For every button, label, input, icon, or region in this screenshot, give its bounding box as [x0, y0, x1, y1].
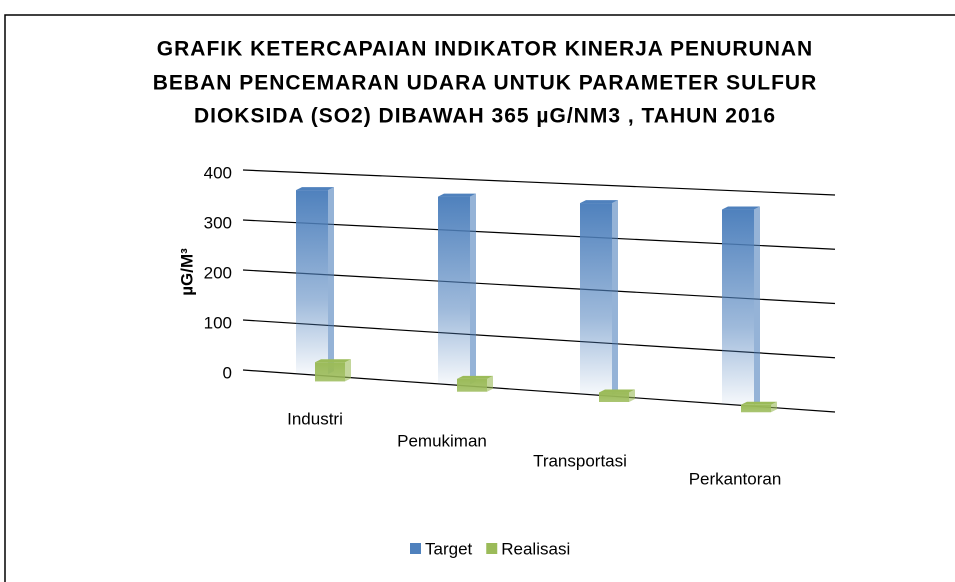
- bar-top: [741, 401, 777, 405]
- bar-side: [612, 200, 618, 395]
- chart-title: DIOKSIDA (SO2) DIBAWAH 365 µG/NM3 , TAHU…: [194, 105, 776, 128]
- bar-top: [457, 375, 493, 379]
- bar: [457, 378, 487, 392]
- y-tick-label: 400: [204, 163, 232, 182]
- bar-side: [754, 206, 760, 405]
- frame: [4, 14, 955, 582]
- x-tick-label: Transportasi: [533, 451, 627, 470]
- bar-top: [315, 359, 351, 363]
- bar: [599, 392, 629, 402]
- bar-side: [345, 359, 351, 382]
- legend-label: Realisasi: [501, 539, 570, 558]
- bar: [296, 190, 328, 375]
- bar: [722, 209, 754, 405]
- chart-title: BEBAN PENCEMARAN UDARA UNTUK PARAMETER S…: [153, 72, 818, 95]
- bar-side: [328, 187, 334, 375]
- bar: [580, 203, 612, 395]
- legend-swatch: [486, 543, 498, 554]
- chart-title: GRAFIK KETERCAPAIAN INDIKATOR KINERJA PE…: [157, 38, 813, 61]
- y-axis-label: µG/M³: [177, 248, 196, 296]
- bar-top: [580, 200, 618, 204]
- bar-side: [629, 389, 635, 402]
- bar: [438, 196, 470, 385]
- bar-top: [599, 389, 635, 393]
- x-tick-label: Industri: [287, 409, 343, 428]
- bar: [741, 404, 771, 413]
- bar-top: [438, 193, 476, 197]
- bar: [315, 362, 345, 382]
- legend-label: Target: [425, 539, 473, 558]
- bar-side: [771, 401, 777, 413]
- y-tick-label: 300: [204, 213, 232, 232]
- y-tick-label: 200: [204, 263, 232, 282]
- bar-top: [722, 206, 760, 210]
- bar-side: [487, 375, 493, 392]
- y-tick-label: 0: [223, 363, 232, 382]
- legend-swatch: [410, 543, 421, 554]
- grid-line: [242, 169, 836, 196]
- y-tick-label: 100: [204, 313, 232, 332]
- x-tick-label: Perkantoran: [689, 469, 782, 488]
- bar-top: [296, 187, 334, 191]
- bar-side: [470, 193, 476, 385]
- x-tick-label: Pemukiman: [397, 431, 487, 450]
